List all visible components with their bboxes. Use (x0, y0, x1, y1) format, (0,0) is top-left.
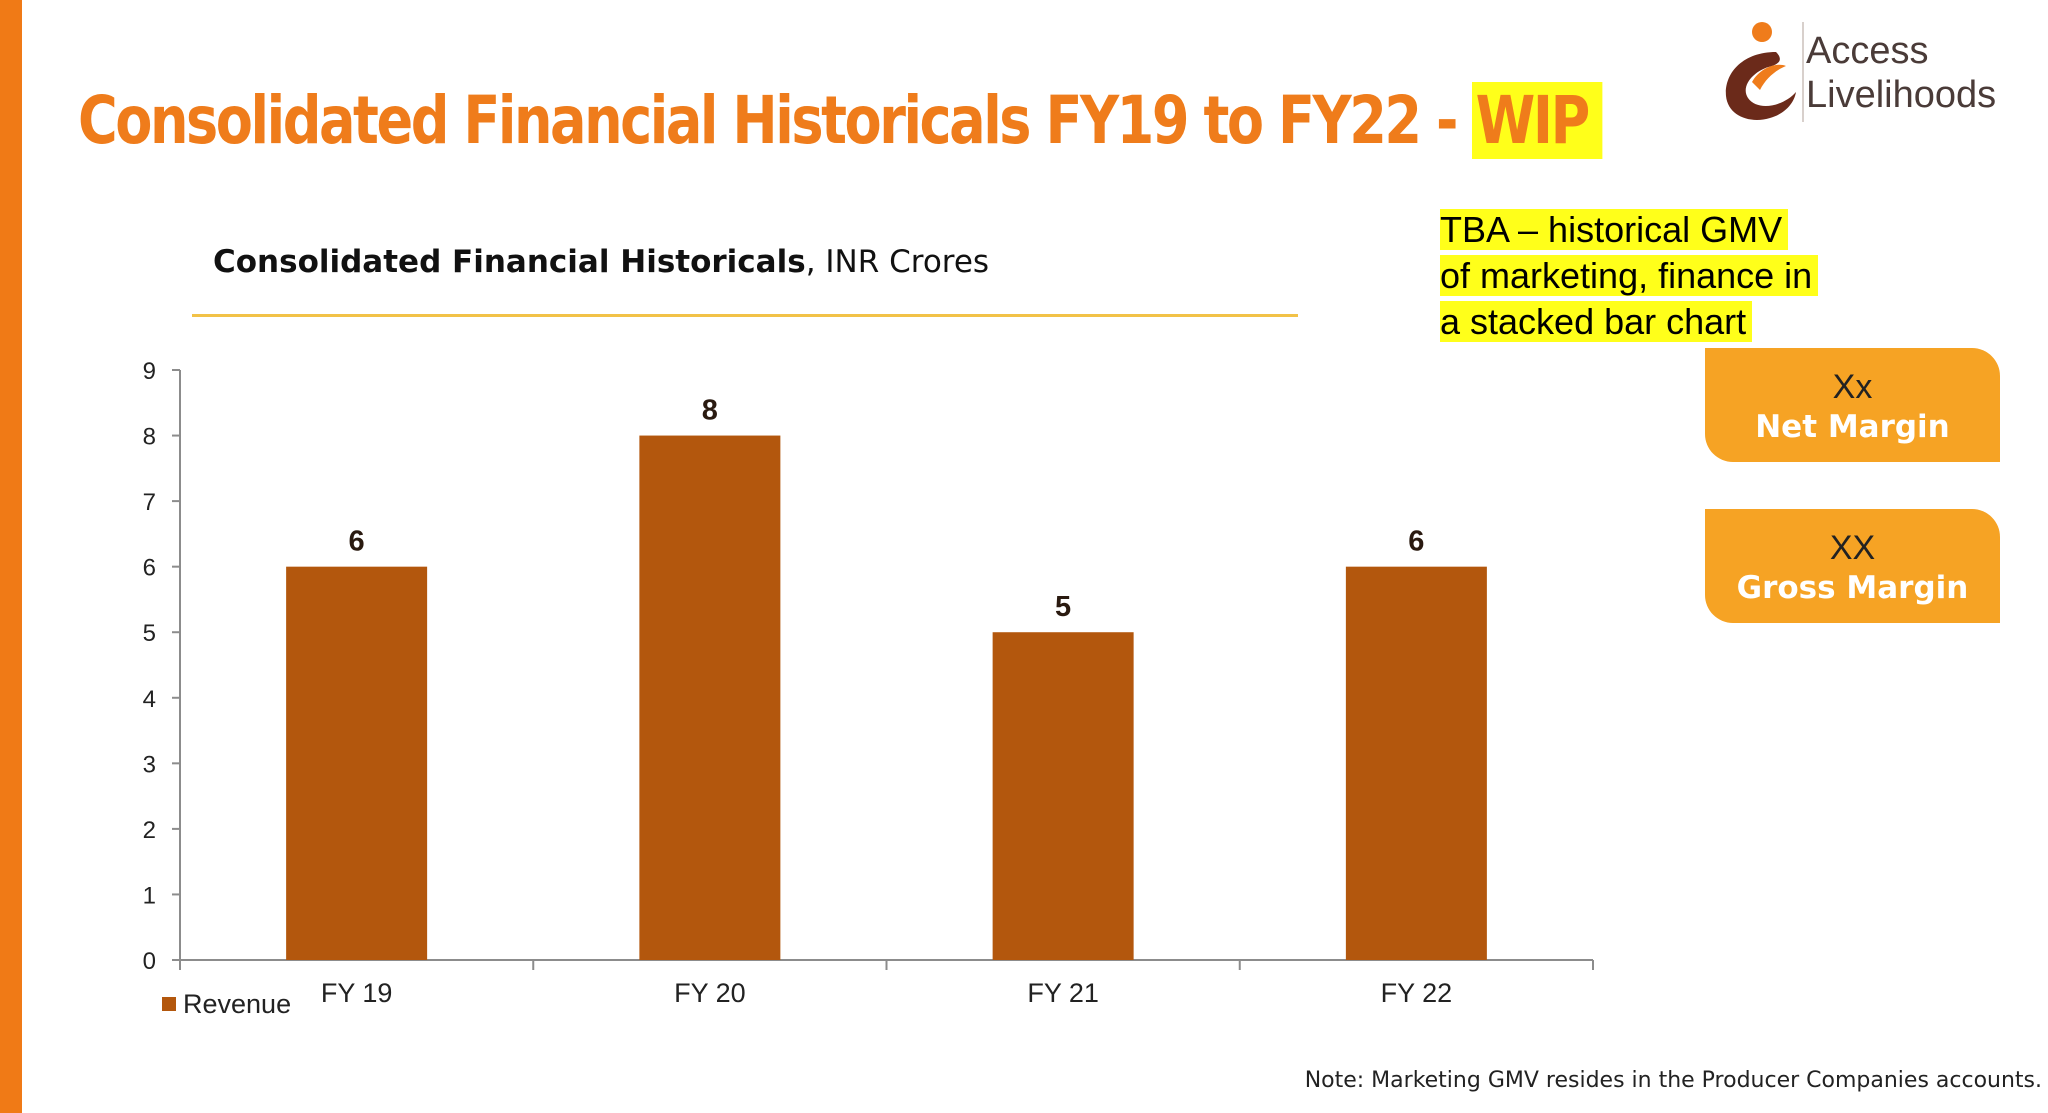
left-accent-bar (0, 0, 22, 1113)
y-tick-label: 5 (143, 620, 156, 647)
gross-margin-card: XX Gross Margin (1705, 509, 2000, 623)
logo-divider (1802, 22, 1804, 122)
y-tick-label: 1 (143, 882, 156, 909)
tba-annotation: TBA – historical GMV of marketing, finan… (1440, 207, 1860, 345)
tba-line-2: of marketing, finance in (1440, 255, 1819, 296)
y-tick-label: 6 (143, 555, 156, 582)
wip-highlight: WIP (1472, 82, 1603, 159)
net-margin-label: Net Margin (1755, 409, 1950, 445)
x-tick-label: FY 22 (1381, 978, 1453, 1008)
logo-text-line2: Livelihoods (1806, 74, 1997, 116)
y-tick-label: 8 (143, 424, 156, 451)
y-tick-label: 2 (143, 817, 156, 844)
chart-title-underline (192, 314, 1298, 317)
bar-fy-20 (639, 435, 781, 960)
tba-line-1: TBA – historical GMV (1440, 209, 1789, 250)
gross-margin-value: XX (1829, 529, 1876, 567)
x-tick-label: FY 21 (1027, 978, 1099, 1008)
logo-mark-icon (1725, 22, 1796, 120)
net-margin-card: Xx Net Margin (1705, 348, 2000, 462)
bar-fy-21 (992, 632, 1134, 960)
slide-title-main: Consolidated Financial Historicals FY19 … (78, 82, 1473, 159)
footnote: Note: Marketing GMV resides in the Produ… (1304, 1068, 2042, 1093)
legend-label-revenue: Revenue (183, 989, 291, 1019)
y-tick-label: 0 (143, 948, 156, 975)
bar-fy-22 (1345, 566, 1487, 960)
x-tick-label: FY 20 (674, 978, 746, 1008)
tba-line-3: a stacked bar chart (1440, 301, 1753, 342)
bar-fy-19 (286, 566, 428, 960)
y-tick-label: 4 (143, 686, 156, 713)
logo-text-line1: Access (1806, 30, 1929, 72)
x-tick-label: FY 19 (321, 978, 393, 1008)
company-logo: Access Livelihoods (1714, 18, 2034, 128)
legend-swatch-revenue (162, 997, 176, 1011)
slide-title: Consolidated Financial Historicals FY19 … (78, 82, 1603, 159)
y-tick-label: 9 (143, 358, 156, 385)
net-margin-value: Xx (1832, 368, 1873, 406)
chart-title-unit: , INR Crores (805, 244, 990, 280)
chart-title-bold: Consolidated Financial Historicals (213, 244, 806, 280)
gross-margin-label: Gross Margin (1736, 570, 1969, 606)
y-tick-label: 3 (143, 751, 156, 778)
data-label: 8 (702, 395, 718, 427)
chart-title: Consolidated Financial Historicals, INR … (213, 244, 989, 280)
data-label: 6 (1408, 526, 1424, 558)
y-tick-label: 7 (143, 489, 156, 516)
data-label: 5 (1055, 591, 1071, 623)
data-label: 6 (349, 526, 365, 558)
